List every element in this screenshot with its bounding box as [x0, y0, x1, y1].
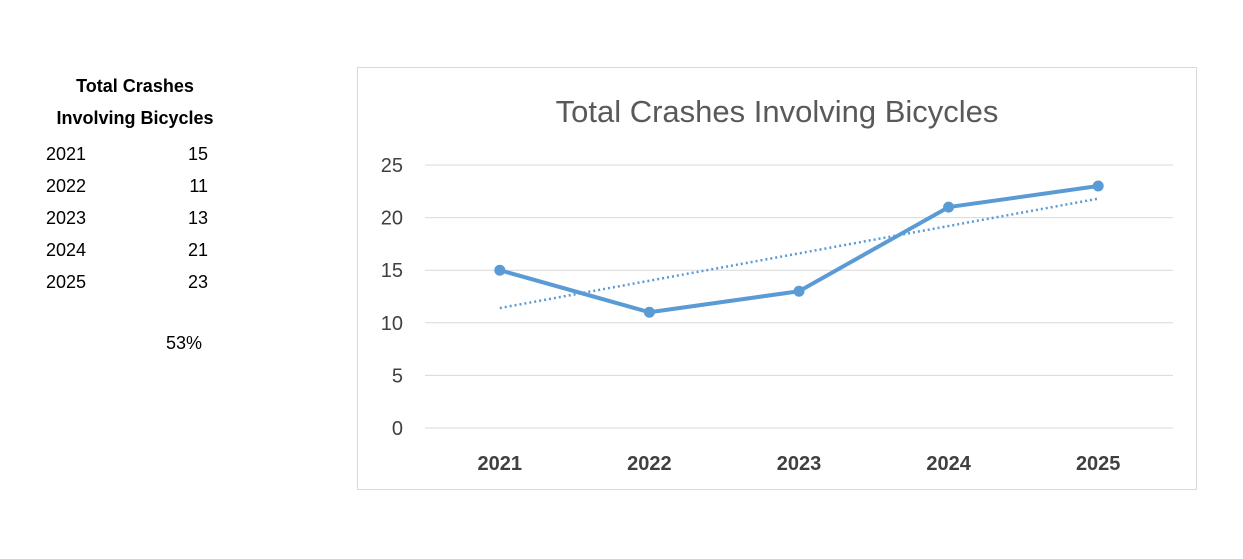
value-cell: 21 — [187, 240, 208, 260]
year-cell: 2022 — [46, 176, 87, 196]
y-tick-label: 25 — [381, 155, 403, 177]
value-cell: 15 — [187, 144, 208, 164]
value-cell: 23 — [187, 272, 208, 292]
data-point — [1092, 180, 1104, 192]
table-header-line-1: Total Crashes — [76, 76, 194, 96]
chart-title: Total Crashes Involving Bicycles — [556, 94, 999, 129]
table-row: 2022 11 — [40, 170, 230, 202]
x-axis-ticks: 2021 2022 2023 2024 2025 — [478, 453, 1121, 475]
data-point — [793, 285, 805, 297]
line-chart: Total Crashes Involving Bicycles 0 5 10 15 2… — [381, 94, 1173, 475]
x-tick-label: 2024 — [926, 453, 971, 475]
y-tick-label: 0 — [392, 418, 403, 440]
data-series — [494, 180, 1104, 318]
y-tick-label: 5 — [392, 365, 403, 387]
chart-frame: Total Crashes Involving Bicycles 0 5 10 15 2… — [357, 67, 1197, 490]
table-row: 2023 13 — [40, 202, 230, 234]
year-cell: 2024 — [46, 240, 87, 260]
x-tick-label: 2021 — [478, 453, 523, 475]
trendline — [499, 197, 1099, 310]
table-row: 2021 15 — [40, 138, 230, 170]
year-cell: 2021 — [46, 144, 87, 164]
year-cell: 2023 — [46, 208, 87, 228]
data-point — [494, 264, 506, 276]
x-tick-label: 2023 — [777, 453, 822, 475]
year-cell: 2025 — [46, 272, 87, 292]
percent-change: 53% — [166, 333, 203, 353]
table-row: 2024 21 — [40, 234, 230, 266]
value-cell: 13 — [187, 208, 208, 228]
table-body: 2021 15 2022 11 2023 13 2024 21 2025 23 — [40, 138, 230, 298]
y-tick-label: 15 — [381, 260, 403, 282]
gridlines — [425, 164, 1173, 429]
crash-data-table: Total Crashes Involving Bicycles 2021 15… — [40, 70, 230, 298]
y-tick-label: 10 — [381, 313, 403, 335]
data-point — [643, 306, 655, 318]
y-tick-label: 20 — [381, 208, 403, 230]
x-tick-label: 2025 — [1076, 453, 1121, 475]
x-tick-label: 2022 — [627, 453, 672, 475]
table-row: 2025 23 — [40, 266, 230, 298]
table-header-line-2: Involving Bicycles — [56, 108, 214, 128]
table-header: Total Crashes Involving Bicycles — [40, 70, 230, 134]
y-axis-ticks: 0 5 10 15 20 25 — [381, 155, 403, 440]
trendline-path — [499, 197, 1099, 310]
value-cell: 11 — [189, 176, 208, 196]
data-point — [943, 201, 955, 213]
